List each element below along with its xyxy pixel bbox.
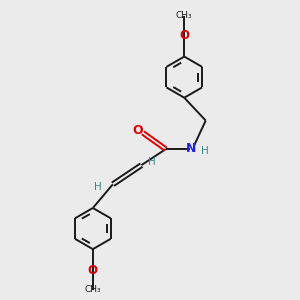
Text: O: O xyxy=(132,124,143,137)
Text: CH₃: CH₃ xyxy=(176,11,193,20)
Text: O: O xyxy=(179,29,189,42)
Text: N: N xyxy=(185,142,196,154)
Text: O: O xyxy=(88,263,98,277)
Text: H: H xyxy=(94,182,102,192)
Text: H: H xyxy=(201,146,209,156)
Text: H: H xyxy=(148,157,156,167)
Text: CH₃: CH₃ xyxy=(85,286,101,295)
